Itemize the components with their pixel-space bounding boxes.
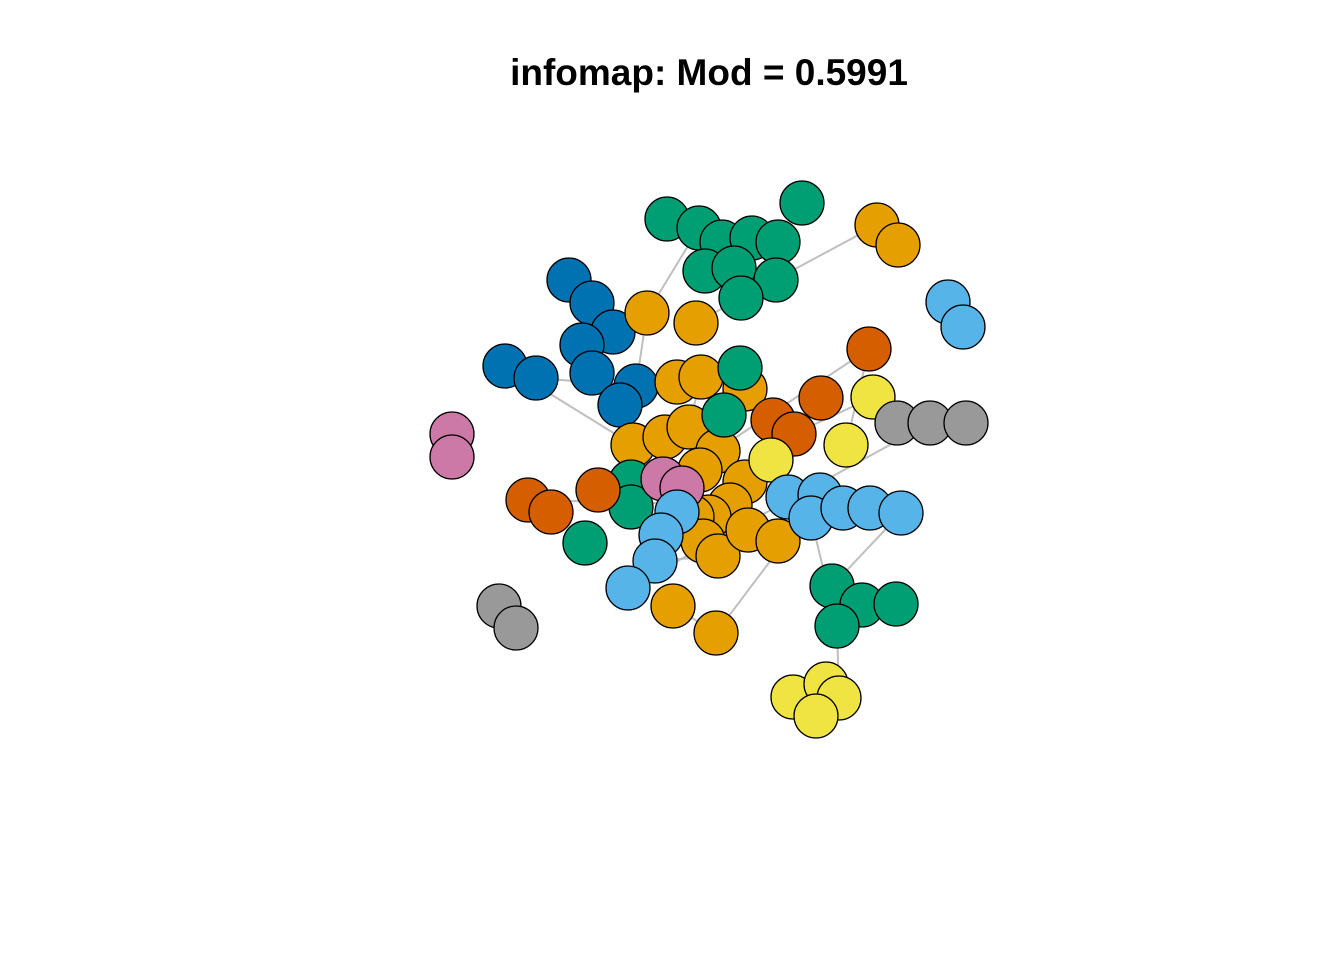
graph-node-green bbox=[718, 275, 764, 321]
graph-node-grey bbox=[493, 605, 539, 651]
graph-node-orange bbox=[875, 222, 921, 268]
graph-node-green bbox=[779, 180, 825, 226]
graph-node-green bbox=[873, 581, 919, 627]
graph-node-vermillion bbox=[528, 489, 574, 535]
graph-node-green bbox=[701, 392, 747, 438]
graph-node-orange bbox=[693, 610, 739, 656]
graph-node-skyblue bbox=[605, 565, 651, 611]
graph-node-vermillion bbox=[798, 375, 844, 421]
graph-node-orange bbox=[650, 583, 696, 629]
graph-node-grey bbox=[943, 400, 989, 446]
graph-node-green bbox=[562, 520, 608, 566]
graph-node-pink bbox=[429, 434, 475, 480]
node-layer bbox=[429, 180, 989, 739]
graph-node-blue bbox=[597, 382, 643, 428]
graph-node-green bbox=[755, 219, 801, 265]
graph-node-yellow bbox=[793, 693, 839, 739]
graph-node-green bbox=[717, 345, 763, 391]
graph-node-orange bbox=[678, 354, 724, 400]
graph-node-orange bbox=[755, 518, 801, 564]
graph-node-skyblue bbox=[940, 304, 986, 350]
plot-title: infomap: Mod = 0.5991 bbox=[510, 52, 908, 93]
graph-node-green bbox=[814, 603, 860, 649]
graph-node-vermillion bbox=[846, 326, 892, 372]
graph-node-orange bbox=[624, 290, 670, 336]
graph-node-orange bbox=[695, 533, 741, 579]
graph-node-skyblue bbox=[878, 490, 924, 536]
graph-node-blue bbox=[513, 355, 559, 401]
graph-node-yellow bbox=[823, 422, 869, 468]
graph-node-blue bbox=[569, 350, 615, 396]
graph-node-yellow bbox=[748, 437, 794, 483]
graph-node-orange bbox=[673, 300, 719, 346]
graph-node-vermillion bbox=[575, 467, 621, 513]
